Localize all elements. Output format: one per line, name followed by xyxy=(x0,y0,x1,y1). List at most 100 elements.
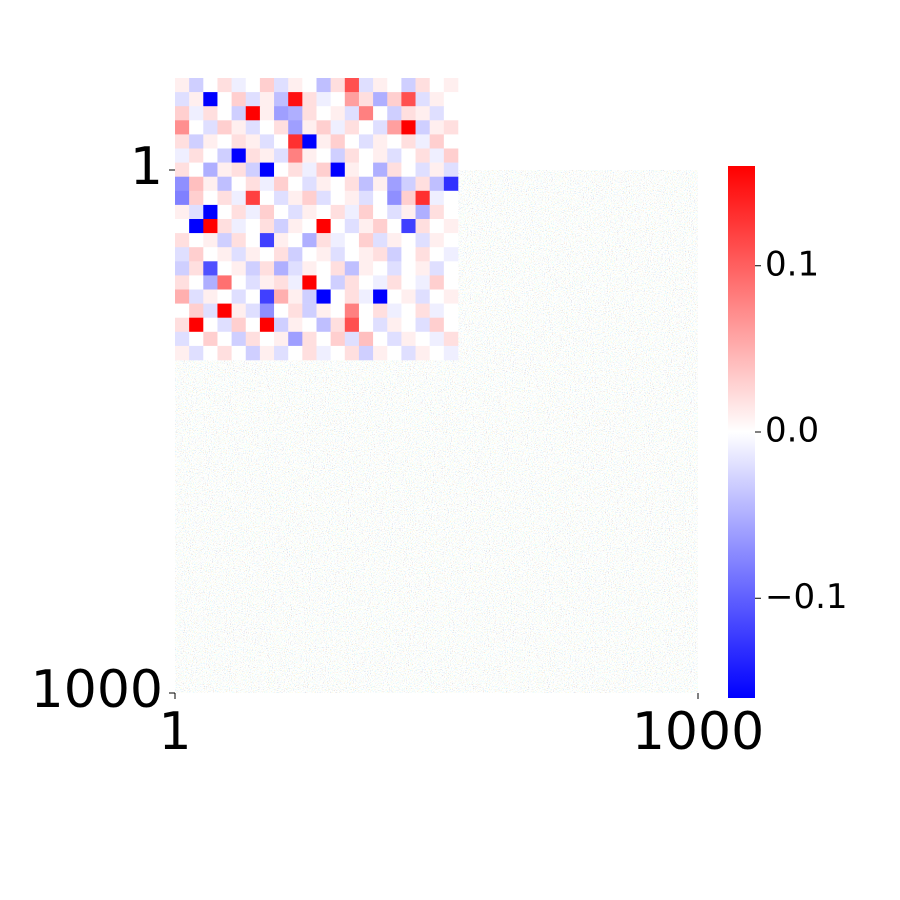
cell xyxy=(175,176,190,192)
cell xyxy=(274,176,289,192)
cell xyxy=(387,261,402,276)
cell xyxy=(330,247,346,262)
cell xyxy=(316,331,331,347)
cell xyxy=(231,92,247,107)
cell xyxy=(415,219,430,234)
cell xyxy=(288,317,303,333)
cell xyxy=(175,317,190,333)
cell xyxy=(217,92,232,107)
cell xyxy=(373,204,388,220)
cell xyxy=(387,162,402,177)
cell xyxy=(274,162,289,177)
cell xyxy=(330,303,346,318)
cell xyxy=(316,261,331,276)
cell xyxy=(415,345,430,361)
cell xyxy=(274,106,289,121)
cell xyxy=(415,204,430,220)
cell xyxy=(175,78,190,93)
cell xyxy=(330,92,346,107)
cell xyxy=(259,78,275,93)
cell xyxy=(189,148,204,163)
cell xyxy=(373,190,388,206)
colorbar-tick-label: −0.1 xyxy=(765,577,848,617)
cell xyxy=(373,331,388,347)
cell xyxy=(217,275,232,290)
cell xyxy=(288,275,303,290)
cell xyxy=(217,176,232,192)
cell xyxy=(203,148,218,163)
cell xyxy=(288,78,303,93)
cell xyxy=(330,233,346,248)
y-tick-label: 1000 xyxy=(31,660,163,720)
cell xyxy=(302,303,317,318)
cell xyxy=(387,204,402,220)
cell xyxy=(302,247,317,262)
cell xyxy=(259,120,275,135)
cell xyxy=(189,204,204,220)
cell xyxy=(175,247,190,262)
cell xyxy=(231,303,247,318)
cell xyxy=(231,120,247,135)
cell xyxy=(401,134,416,149)
cell xyxy=(175,162,190,177)
cell xyxy=(330,331,346,347)
cell xyxy=(259,261,275,276)
cell xyxy=(415,162,430,177)
cell xyxy=(373,317,388,333)
cell xyxy=(443,233,459,248)
cell xyxy=(415,289,430,304)
cell xyxy=(401,176,416,192)
cell xyxy=(373,106,388,121)
cell xyxy=(217,134,232,149)
cell xyxy=(231,261,247,276)
cell xyxy=(231,219,247,234)
cell xyxy=(189,303,204,318)
cell xyxy=(344,190,360,206)
cell xyxy=(302,261,317,276)
cell xyxy=(429,345,445,361)
cell xyxy=(259,204,275,220)
cell xyxy=(259,134,275,149)
cell xyxy=(231,331,247,347)
cell xyxy=(387,303,402,318)
cell xyxy=(274,219,289,234)
cell xyxy=(245,345,261,361)
cell xyxy=(217,317,232,333)
cell xyxy=(217,162,232,177)
cell xyxy=(259,162,275,177)
cell xyxy=(217,233,232,248)
cell xyxy=(443,303,459,318)
cell xyxy=(443,275,459,290)
cell xyxy=(288,120,303,135)
cell xyxy=(189,78,204,93)
cell xyxy=(415,317,430,333)
cell xyxy=(217,78,232,93)
cell xyxy=(358,247,374,262)
cell xyxy=(316,92,331,107)
cell xyxy=(245,134,261,149)
cell xyxy=(373,219,388,234)
cell xyxy=(316,219,331,234)
cell xyxy=(175,289,190,304)
cell xyxy=(358,106,374,121)
cell xyxy=(231,345,247,361)
cell xyxy=(373,162,388,177)
cell xyxy=(330,78,346,93)
cell xyxy=(373,148,388,163)
cell xyxy=(231,289,247,304)
cell xyxy=(330,148,346,163)
cell xyxy=(401,190,416,206)
cell xyxy=(274,134,289,149)
cell xyxy=(288,106,303,121)
cell xyxy=(203,176,218,192)
cell xyxy=(302,148,317,163)
cell xyxy=(443,106,459,121)
cell xyxy=(316,345,331,361)
cell xyxy=(358,289,374,304)
inset xyxy=(175,78,459,361)
cell xyxy=(203,331,218,347)
cell xyxy=(259,219,275,234)
cell xyxy=(274,345,289,361)
cell xyxy=(443,345,459,361)
